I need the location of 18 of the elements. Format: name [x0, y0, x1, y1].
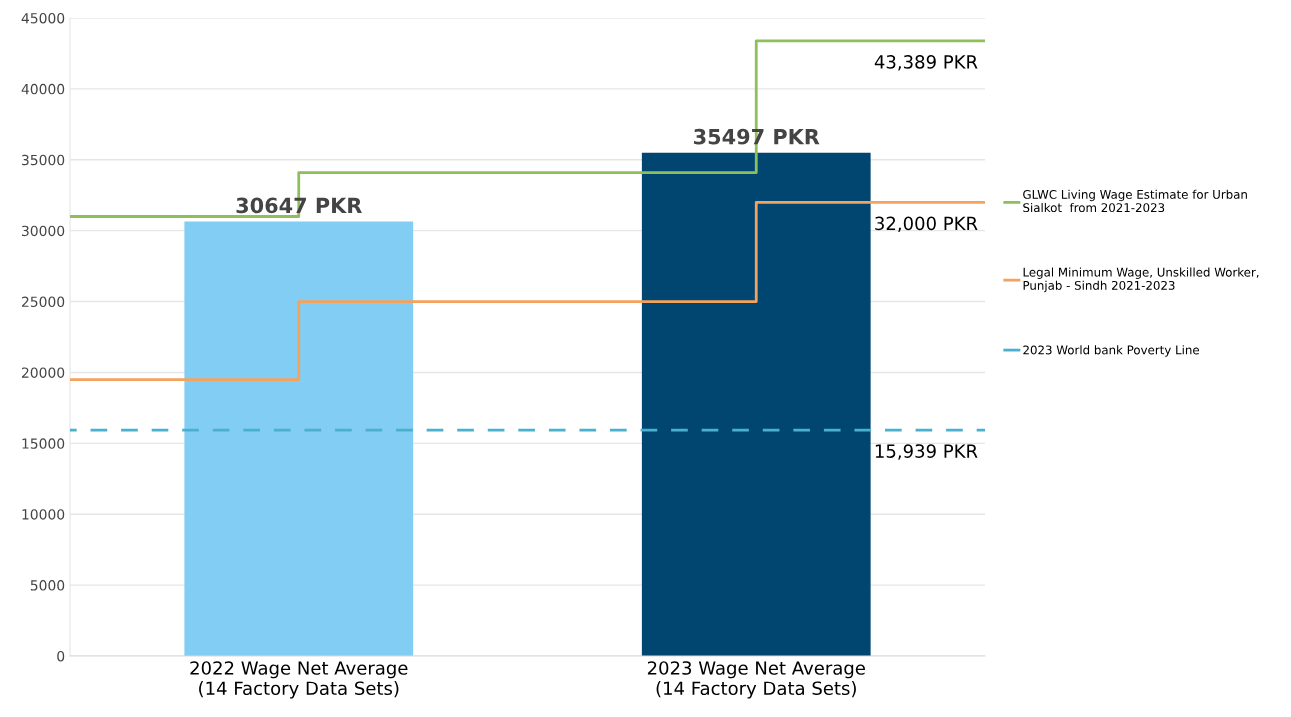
y-tick-label: 30000 [22, 225, 65, 237]
annotation: 32,000 PKR [875, 216, 978, 233]
y-tick-label: 40000 [21, 83, 65, 95]
y-tick-label: 20000 [21, 367, 65, 378]
y-tick-label: 15000 [22, 438, 65, 449]
y-tick-label: 5000 [30, 580, 65, 591]
y-tick-label: 10000 [22, 509, 65, 520]
y-tick-label: 0 [57, 650, 65, 662]
x-tick-label: 2023 Wage Net Average (14 Factory Data Sets) [647, 661, 865, 699]
annotation: 43,389 PKR [874, 55, 978, 71]
legend-label: GLWC Living Wage Estimate for Urban Sialkot from 2021-2023 [1023, 189, 1247, 213]
x-tick-label: 2022 Wage Net Average (14 Factory Data Sets) [190, 661, 408, 699]
y-tick-label: 25000 [21, 296, 65, 308]
legend-label: 2023 World bank Poverty Line [1023, 345, 1200, 357]
y-tick-label: 35000 [22, 154, 65, 166]
y-tick-label: 45000 [21, 12, 65, 24]
legend-label: Legal Minimum Wage, Unskilled Worker, Punjab - Sindh 2021-2023 [1023, 267, 1259, 293]
annotation: 15,939 PKR [875, 444, 978, 460]
